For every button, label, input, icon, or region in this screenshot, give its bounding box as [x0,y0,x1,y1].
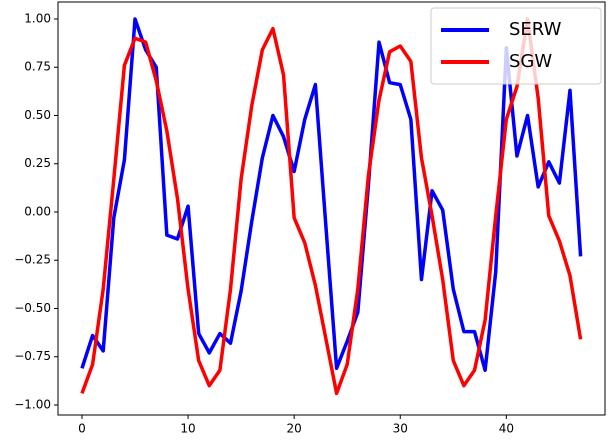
legend-label: SERW [509,19,562,40]
line [80,17,583,372]
legend-box [430,7,602,85]
legend-label: SGW [509,51,552,72]
x-tick-label: 20 [287,422,302,436]
y-tick-label: −0.25 [14,253,51,267]
y-tick-label: 1.00 [24,11,51,25]
y-tick-label: 0.50 [24,108,51,122]
line [80,17,583,396]
x-tick-label: 10 [180,422,195,436]
y-tick-label: 0.00 [24,204,51,218]
plot-frame [57,1,606,416]
x-tick-label: 30 [393,422,408,436]
x-tick-label: 40 [499,422,514,436]
x-tick-label: 0 [78,422,86,436]
y-tick-label: −0.50 [14,301,51,315]
y-tick-label: 0.25 [24,156,51,170]
y-tick-label: 0.75 [24,60,51,74]
y-tick-label: −0.75 [14,349,51,363]
y-tick-label: −1.00 [14,397,51,411]
